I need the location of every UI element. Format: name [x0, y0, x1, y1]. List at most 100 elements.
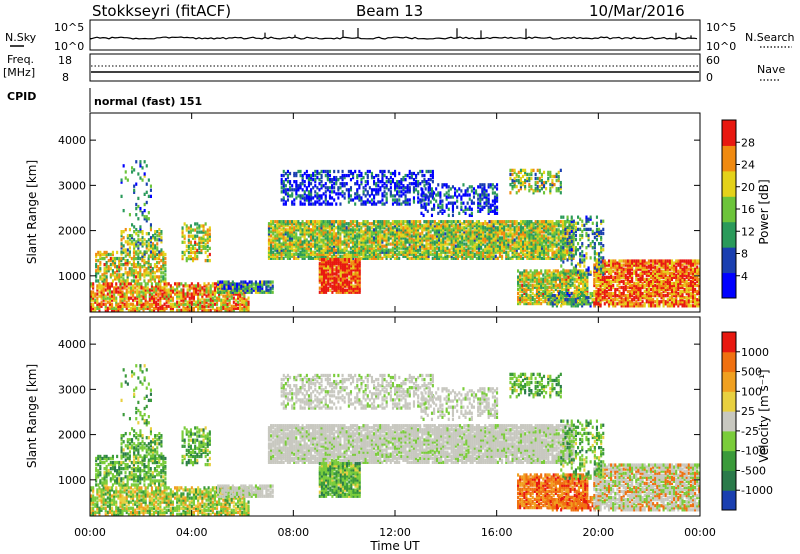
power-cell — [492, 222, 495, 226]
power-cell — [507, 244, 510, 248]
power-cell — [404, 196, 407, 200]
power-cell — [295, 246, 298, 250]
power-cell — [322, 290, 326, 294]
power-cell — [243, 292, 246, 296]
power-cell — [532, 250, 535, 254]
power-cell — [221, 280, 224, 284]
power-cell — [507, 250, 510, 254]
power-cell — [526, 244, 529, 248]
power-cell — [240, 286, 243, 290]
power-cell — [113, 308, 116, 312]
power-cell — [105, 263, 108, 267]
power-cell — [349, 177, 353, 182]
power-cell — [184, 294, 187, 298]
power-cell — [92, 294, 95, 298]
power-cell — [286, 222, 289, 226]
power-cell — [419, 200, 422, 204]
power-cell — [358, 236, 361, 240]
power-cell — [519, 230, 523, 234]
power-cell — [325, 282, 328, 286]
power-cell — [189, 254, 192, 259]
power-cell — [406, 188, 409, 192]
power-cell — [383, 202, 386, 206]
power-cell — [318, 268, 321, 272]
power-cell — [145, 246, 148, 250]
power-cell — [324, 236, 327, 240]
power-cell — [375, 250, 378, 254]
power-cell — [358, 280, 361, 284]
power-cell — [339, 286, 342, 290]
power-cell — [320, 246, 323, 250]
power-cell — [190, 282, 193, 286]
power-cell — [456, 248, 460, 252]
power-cell — [143, 279, 146, 283]
power-cell — [553, 226, 556, 230]
power-cell — [217, 282, 220, 286]
power-cell — [477, 238, 481, 242]
power-cell — [291, 244, 294, 248]
power-cell — [404, 248, 407, 252]
power-cell — [320, 194, 323, 198]
power-cell — [132, 294, 135, 298]
power-cell — [333, 169, 336, 174]
power-cell — [309, 222, 313, 226]
power-cell — [113, 298, 116, 302]
power-cell — [404, 252, 407, 256]
power-cell — [379, 244, 382, 248]
power-cell — [144, 298, 147, 302]
power-cell — [489, 207, 492, 211]
power-cell — [543, 222, 546, 226]
power-cell — [470, 199, 473, 203]
power-cell — [132, 284, 135, 288]
power-cell — [134, 290, 137, 294]
power-cell — [303, 232, 306, 236]
power-cell — [288, 232, 292, 236]
power-cell — [241, 308, 244, 312]
power-cell — [222, 302, 225, 306]
power-cell — [482, 250, 485, 254]
power-cell — [267, 226, 271, 230]
power-cell — [246, 286, 249, 290]
power-cell — [324, 230, 327, 234]
power-cell — [373, 202, 376, 206]
power-cell — [352, 171, 355, 176]
power-cell — [491, 191, 494, 195]
power-cell — [274, 224, 277, 228]
power-cell — [366, 250, 369, 254]
power-cell — [429, 226, 432, 230]
power-cell — [513, 228, 516, 232]
power-cell — [423, 220, 426, 224]
power-cell — [128, 252, 131, 257]
power-cell — [188, 292, 191, 296]
power-cell — [312, 244, 315, 248]
power-cell — [335, 286, 338, 290]
power-cell — [284, 252, 287, 256]
power-cell — [431, 226, 434, 230]
power-cell — [226, 294, 229, 298]
power-cell — [111, 250, 114, 255]
power-cell — [445, 205, 448, 209]
power-cell — [545, 220, 548, 224]
power-cell — [417, 182, 420, 186]
power-cell — [318, 276, 321, 280]
power-cell — [486, 234, 489, 238]
power-cell — [121, 308, 124, 312]
power-cell — [381, 230, 384, 234]
power-cell — [149, 223, 152, 227]
power-cell — [139, 162, 142, 166]
power-cell — [176, 290, 179, 294]
power-cell — [446, 222, 449, 226]
power-cell — [267, 284, 270, 288]
power-cell — [165, 294, 168, 298]
power-cell — [314, 202, 317, 206]
power-cell — [433, 220, 436, 224]
power-cell — [301, 234, 304, 238]
power-cell — [452, 256, 455, 260]
power-cell — [543, 244, 546, 248]
power-cell — [423, 256, 426, 260]
power-cell — [427, 236, 430, 240]
power-cell — [398, 240, 401, 244]
power-cell — [189, 256, 192, 261]
power-cell — [209, 290, 212, 294]
power-cell — [171, 288, 174, 292]
